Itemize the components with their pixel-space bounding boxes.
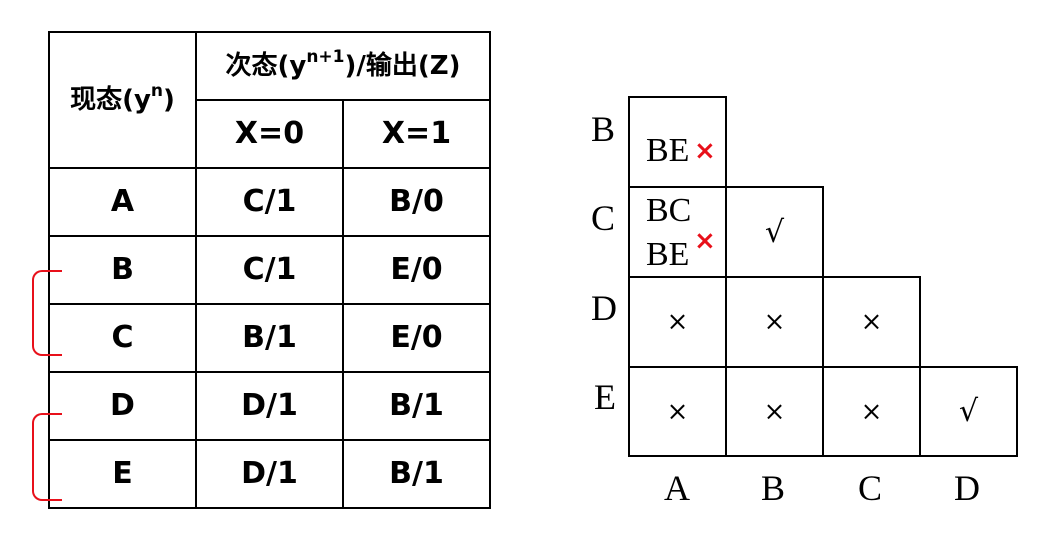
equivalence-bracket-bc [32,270,62,356]
input-x0-header: X=0 [195,99,344,169]
next-state-output-header: 次态(yn+1)/输出(Z) [195,31,491,101]
next-x1-cell: B/0 [342,167,491,237]
table-row: A C/1 B/0 [48,167,491,237]
cross-icon: × [763,396,786,427]
cross-icon: × [860,396,883,427]
cell-c-a: BC BE × [628,186,727,278]
col-label-b: B [761,468,786,508]
cell-d-b: × [725,276,824,368]
col-label-d: D [954,468,980,508]
cell-d-c: × [822,276,921,368]
cross-icon: × [763,307,786,337]
row-label-c: C [591,198,616,238]
cross-icon: × [666,396,689,427]
next-x0-cell: D/1 [195,439,344,509]
cell-b-a: BE × [628,96,727,188]
next-x0-cell: D/1 [195,371,344,441]
cross-icon: × [666,307,689,337]
next-x1-cell: E/0 [342,303,491,373]
next-x0-cell: C/1 [195,235,344,305]
table-row: D D/1 B/1 [48,371,491,441]
next-x1-cell: B/1 [342,439,491,509]
next-x0-cell: C/1 [195,167,344,237]
state-cell: B [48,235,197,305]
table-row: E D/1 B/1 [48,439,491,509]
state-cell: D [48,371,197,441]
cell-d-a: × [628,276,727,368]
cell-e-d: √ [919,366,1018,457]
cell-c-b: √ [725,186,824,278]
row-label-e: E [594,377,616,417]
check-icon: √ [958,394,979,429]
row-label-d: D [591,288,617,328]
state-cell: A [48,167,197,237]
state-cell: E [48,439,197,509]
next-x0-cell: B/1 [195,303,344,373]
cell-e-b: × [725,366,824,457]
cross-icon: × [860,307,883,337]
cross-icon: × [694,226,716,256]
state-table: 现态(yn) 次态(yn+1)/输出(Z) X=0 X=1 A C/1 B/0 … [48,31,491,509]
col-label-c: C [858,468,883,508]
present-state-header: 现态(yn) [48,31,197,169]
next-x1-cell: E/0 [342,235,491,305]
state-cell: C [48,303,197,373]
table-row: C B/1 E/0 [48,303,491,373]
next-x1-cell: B/1 [342,371,491,441]
cell-e-c: × [822,366,921,457]
row-label-b: B [591,109,616,149]
equivalence-bracket-de [32,413,62,501]
cell-e-a: × [628,366,727,457]
cross-icon: × [694,136,716,166]
table-row: B C/1 E/0 [48,235,491,305]
input-x1-header: X=1 [342,99,491,169]
col-label-a: A [664,468,690,508]
check-icon: √ [764,214,785,250]
